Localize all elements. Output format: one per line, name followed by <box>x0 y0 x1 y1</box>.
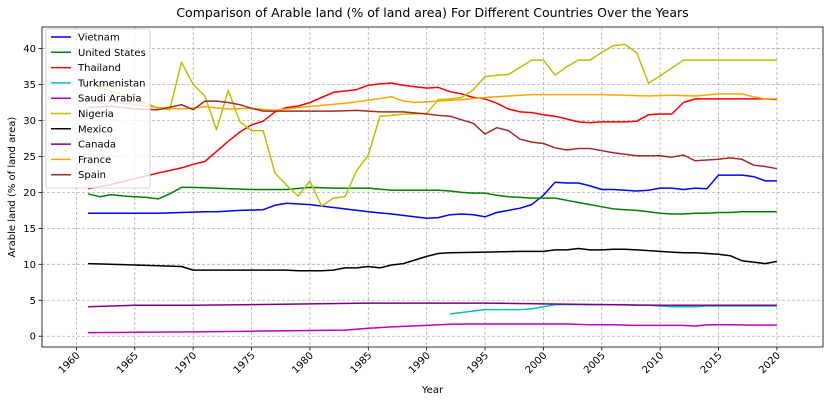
y-tick-label: 30 <box>23 116 36 127</box>
x-axis-label: Year <box>421 385 444 396</box>
series-line-spain <box>88 100 778 170</box>
x-axis-ticks: 1960 1965 1970 1975 1980 1985 1990 1995 2000 2005… <box>57 347 783 376</box>
x-tick-label: 2005 <box>582 350 608 376</box>
legend: Vietnam United States Thailand Turkmenistan… <box>45 28 151 189</box>
chart-title: Comparison of Arable land (% of land are… <box>176 5 688 20</box>
y-tick-label: 35 <box>23 80 36 91</box>
grid-lines <box>42 27 823 347</box>
series-lines <box>87 43 778 334</box>
series-line-vietnam <box>88 174 777 220</box>
x-tick-label: 1995 <box>465 350 491 376</box>
series-line-thailand <box>87 82 777 190</box>
legend-box <box>45 28 151 189</box>
series-line-united-states <box>87 186 777 215</box>
legend-label-mexico: Mexico <box>78 124 113 135</box>
x-tick-label: 1990 <box>407 350 433 376</box>
x-tick-label: 2020 <box>757 350 783 376</box>
x-tick-label: 2015 <box>699 350 725 376</box>
x-tick-label: 1985 <box>349 350 375 376</box>
series-line-mexico <box>88 247 778 272</box>
legend-label-spain: Spain <box>78 170 106 181</box>
x-tick-label: 1970 <box>174 350 200 376</box>
series-line-canada <box>88 302 777 308</box>
x-tick-label: 1960 <box>57 350 83 376</box>
legend-label-saudi-arabia: Saudi Arabia <box>78 94 141 105</box>
x-tick-label: 2010 <box>640 350 666 376</box>
legend-label-vietnam: Vietnam <box>78 33 120 44</box>
legend-label-france: France <box>78 155 111 166</box>
series-line-nigeria <box>87 43 777 207</box>
plot-frame <box>41 26 824 348</box>
x-tick-label: 1965 <box>115 350 141 376</box>
y-tick-label: 0 <box>30 332 36 343</box>
legend-label-canada: Canada <box>78 140 116 151</box>
legend-label-united-states: United States <box>78 48 146 59</box>
y-axis-ticks: 0 5 10 15 20 25 30 35 40 <box>23 44 42 343</box>
x-tick-label: 1980 <box>290 350 316 376</box>
y-tick-label: 10 <box>23 260 36 271</box>
legend-label-turkmenistan: Turkmenistan <box>77 78 145 89</box>
y-tick-label: 15 <box>23 224 36 235</box>
series-line-saudi-arabia <box>88 323 777 334</box>
x-tick-label: 2000 <box>524 350 550 376</box>
y-tick-label: 25 <box>23 152 36 163</box>
y-tick-label: 20 <box>23 188 36 199</box>
x-tick-label: 1975 <box>232 350 258 376</box>
legend-label-thailand: Thailand <box>77 63 121 74</box>
y-tick-label: 5 <box>30 296 36 307</box>
legend-label-nigeria: Nigeria <box>78 109 114 120</box>
y-axis-label: Arable land (% of land area) <box>7 117 18 258</box>
series-line-france <box>87 93 777 112</box>
y-tick-label: 40 <box>23 44 36 55</box>
